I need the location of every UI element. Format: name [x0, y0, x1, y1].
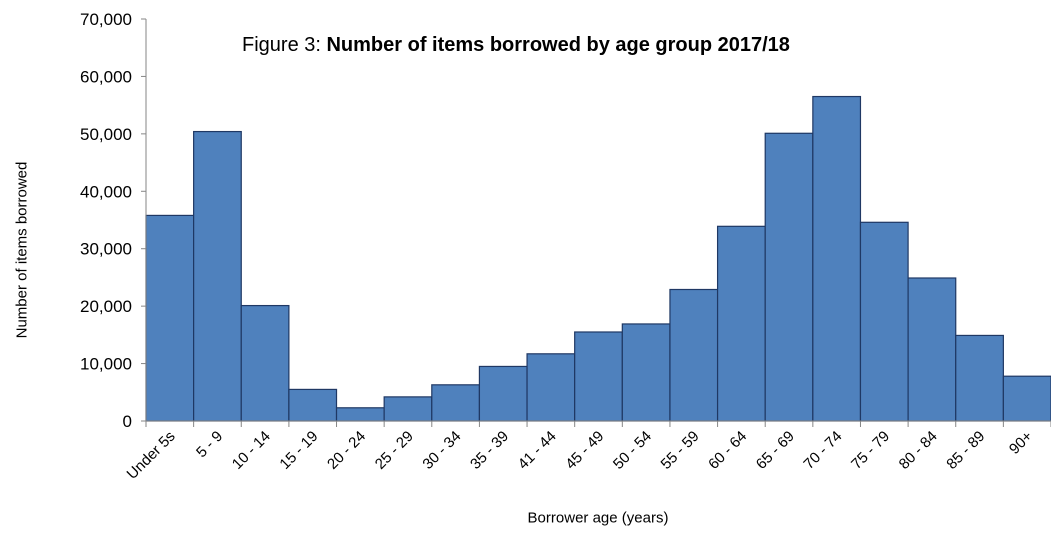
x-tick-label: 75 - 79 [848, 428, 893, 473]
bar [1002, 375, 1051, 422]
x-tick-label: 25 - 29 [372, 428, 417, 473]
y-tick-label: 70,000 [80, 10, 132, 29]
bar [669, 288, 719, 422]
y-tick-label: 60,000 [80, 67, 132, 86]
y-tick-label: 10,000 [80, 355, 132, 374]
x-tick-label: 65 - 69 [753, 428, 798, 473]
bar [478, 365, 528, 422]
chart-title-main: Number of items borrowed by age group 20… [326, 34, 790, 56]
bar [240, 304, 290, 422]
x-tick-label: 55 - 59 [658, 428, 703, 473]
bar [526, 353, 576, 422]
bar [955, 334, 1004, 422]
y-tick-label: 40,000 [80, 182, 132, 201]
x-tick-label: 10 - 14 [229, 428, 274, 473]
x-tick-label: 30 - 34 [419, 428, 464, 473]
chart-title-prefix: Figure 3: [242, 34, 327, 56]
bar [907, 277, 957, 422]
bar [859, 221, 909, 422]
y-tick-label: 20,000 [80, 297, 132, 316]
bar [335, 407, 385, 422]
x-tick-label: 35 - 39 [467, 428, 512, 473]
x-tick-label: 90+ [1006, 428, 1036, 458]
x-tick-label: 85 - 89 [943, 428, 988, 473]
bar [383, 396, 433, 422]
x-tick-label: 5 - 9 [193, 428, 226, 461]
bar [716, 225, 766, 422]
x-tick-label: 45 - 49 [562, 428, 607, 473]
x-tick-label: 80 - 84 [896, 428, 941, 473]
x-tick-label: 41 - 44 [515, 428, 560, 473]
x-tick-label: 15 - 19 [276, 428, 321, 473]
x-tick-label: 50 - 54 [610, 428, 655, 473]
x-tick-label: Under 5s [124, 428, 179, 483]
bar [574, 331, 623, 422]
bar [431, 384, 481, 422]
bar [621, 323, 671, 422]
y-tick-label: 50,000 [80, 125, 132, 144]
x-tick-label: 20 - 24 [324, 428, 369, 473]
bar [764, 132, 814, 422]
bar [288, 388, 338, 422]
y-tick-label: 30,000 [80, 240, 132, 259]
bar [193, 130, 242, 422]
x-tick-label: 70 - 74 [800, 428, 845, 473]
y-tick-label: 0 [123, 412, 132, 431]
bar [812, 95, 862, 422]
x-axis-label: Borrower age (years) [527, 509, 669, 527]
x-tick-label: 60 - 64 [705, 428, 750, 473]
bar [145, 214, 195, 422]
chart-title: Figure 3: Number of items borrowed by ag… [242, 34, 790, 57]
